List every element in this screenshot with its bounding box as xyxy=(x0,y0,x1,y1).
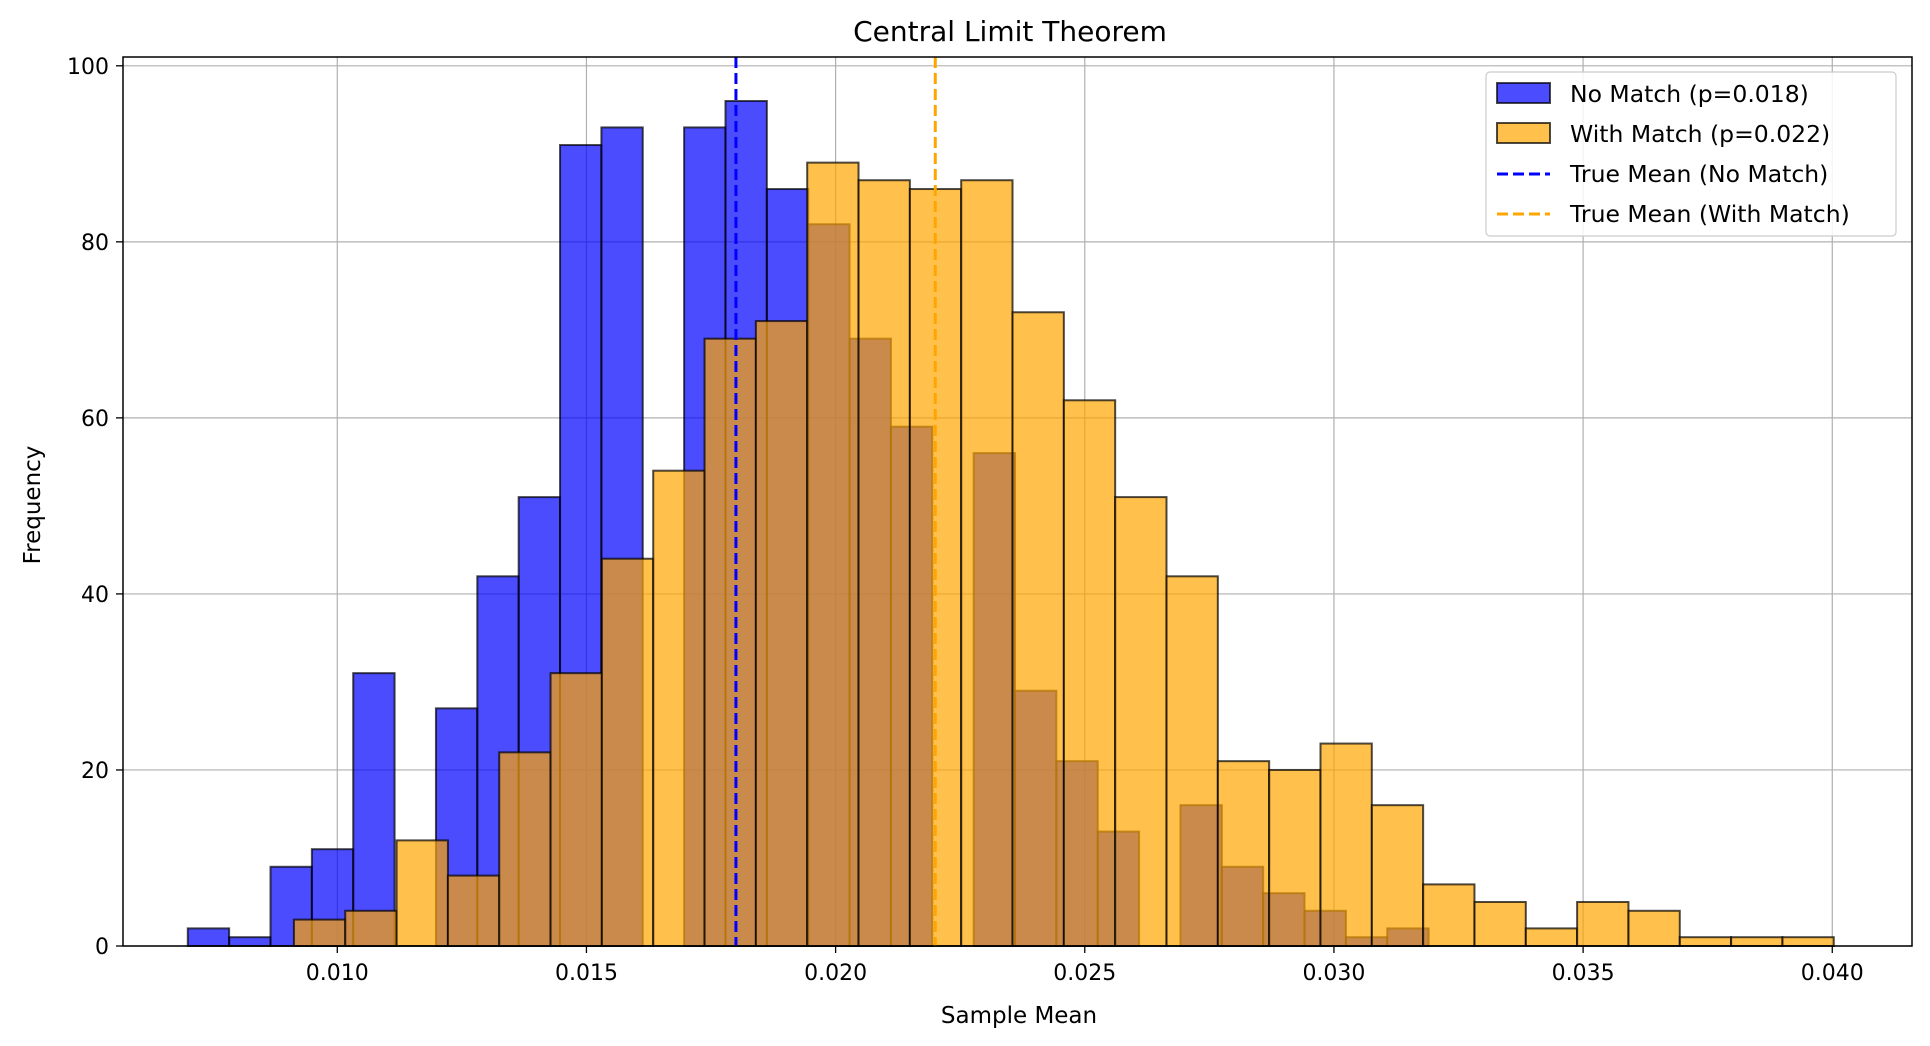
chart-title: Central Limit Theorem xyxy=(853,15,1167,48)
histogram-bar xyxy=(344,909,398,947)
histogram-bar xyxy=(1678,936,1733,947)
legend-label: No Match (p=0.018) xyxy=(1570,80,1809,108)
x-tick-label: 0.020 xyxy=(804,961,867,986)
histogram-bar xyxy=(1319,742,1373,947)
histogram-bar xyxy=(1011,311,1065,947)
y-tick-label: 80 xyxy=(81,231,109,256)
plot-area-frame xyxy=(122,56,1913,947)
y-tick-label: 60 xyxy=(81,407,109,432)
histogram-bar xyxy=(1165,575,1219,947)
histogram-bar xyxy=(1422,883,1476,947)
y-tick-label: 20 xyxy=(81,759,109,784)
histogram-bar xyxy=(1576,900,1630,948)
x-tick-label: 0.010 xyxy=(306,961,369,986)
axis-ticks: 0.010 0.015 0.020 0.025 0.030 0.035 0.040 0 20 40… xyxy=(67,55,1864,986)
legend-label: True Mean (With Match) xyxy=(1569,200,1850,228)
legend: No Match (p=0.018) With Match (p=0.022) Tr… xyxy=(1485,71,1897,237)
legend-frame xyxy=(1485,71,1897,237)
x-tick-label: 0.015 xyxy=(555,961,618,986)
histogram-bar xyxy=(1781,936,1835,947)
histogram-bar xyxy=(186,927,231,948)
histogram-bar xyxy=(446,874,501,948)
histogram-bar xyxy=(1370,804,1425,948)
mean-reference-lines xyxy=(734,57,937,946)
legend-label: True Mean (No Match) xyxy=(1569,160,1828,188)
histogram-bar xyxy=(1114,496,1168,947)
x-axis-label: Sample Mean xyxy=(941,1003,1097,1029)
histogram-bar xyxy=(600,557,655,948)
histogram-bar xyxy=(352,672,396,947)
y-tick-label: 0 xyxy=(95,935,109,960)
histogram-bar xyxy=(1627,909,1681,947)
histogram-bar xyxy=(754,320,809,948)
histogram-bar xyxy=(549,672,603,947)
histogram-bar xyxy=(1473,900,1527,948)
histogram-bar xyxy=(498,751,552,948)
histogram-bar xyxy=(1268,768,1322,947)
histogram-bar xyxy=(395,839,449,947)
histogram-bar xyxy=(960,179,1014,947)
histogram-bar xyxy=(1216,760,1271,947)
histogram-bar xyxy=(652,469,706,947)
y-axis-label: Frequency xyxy=(20,446,46,565)
histogram-bar xyxy=(292,918,347,947)
legend-label: With Match (p=0.022) xyxy=(1570,120,1830,148)
x-tick-label: 0.040 xyxy=(1801,961,1864,986)
histogram-bar xyxy=(1524,927,1579,948)
y-tick-label: 40 xyxy=(81,583,109,608)
histogram-bar xyxy=(703,337,757,947)
legend-swatch xyxy=(1496,122,1551,144)
histogram-bar xyxy=(228,936,272,947)
histogram-bar xyxy=(1730,936,1784,947)
histogram-bar xyxy=(857,179,911,947)
y-tick-label: 100 xyxy=(67,55,109,80)
histogram-bar xyxy=(1062,399,1117,947)
histogram-bar xyxy=(806,161,860,947)
x-tick-label: 0.035 xyxy=(1552,961,1615,986)
legend-swatch xyxy=(1496,82,1551,104)
x-tick-label: 0.030 xyxy=(1302,961,1365,986)
x-tick-label: 0.025 xyxy=(1053,961,1116,986)
